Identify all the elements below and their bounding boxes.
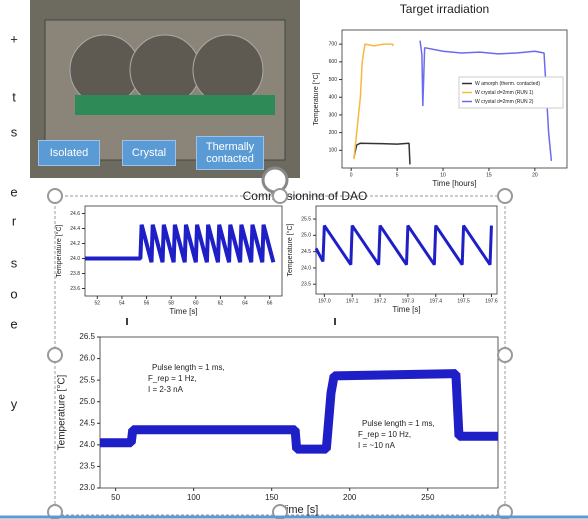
x-tick-label: 5 [396, 172, 399, 178]
side-text: o [10, 286, 17, 301]
y-tick-label: 100 [329, 148, 338, 154]
chart-title: Target irradiation [400, 2, 489, 16]
x-tick-label: 197.5 [457, 298, 470, 304]
resize-handle[interactable] [48, 348, 62, 362]
y-tick-label: 300 [329, 112, 338, 118]
x-tick-label: 10 [440, 172, 446, 178]
x-tick-label: 197.3 [402, 298, 415, 304]
photo-connectors [75, 95, 275, 115]
side-text: + [10, 31, 18, 46]
y-tick-label: 23.0 [79, 483, 95, 492]
resize-handle[interactable] [48, 189, 62, 203]
y-tick-label: 200 [329, 130, 338, 136]
side-text: y [11, 396, 18, 411]
x-tick-label: 50 [111, 493, 120, 502]
x-tick-label: 197.0 [318, 298, 331, 304]
annotation: I = 2-3 nA [148, 385, 184, 394]
y-tick-label: 24.0 [301, 265, 311, 271]
y-axis-label: Temperature [°C] [55, 224, 63, 277]
photo-label: Thermally contacted [196, 136, 264, 170]
y-tick-label: 25.5 [79, 375, 95, 384]
x-tick-label: 64 [242, 300, 248, 306]
legend-label: W crystal d=2mm (RUN 2) [475, 99, 534, 105]
x-tick-label: 197.4 [429, 298, 442, 304]
side-text: s [11, 255, 18, 270]
x-tick-label: 52 [95, 300, 101, 306]
y-tick-label: 24.0 [70, 256, 80, 262]
annotation: Pulse length = 1 ms, [152, 363, 225, 372]
y-axis-label: Temperature [°C] [286, 223, 294, 276]
y-tick-label: 24.5 [79, 418, 95, 427]
y-tick-label: 24.6 [70, 211, 80, 217]
y-tick-label: 23.5 [79, 462, 95, 471]
x-axis-label: Time [s] [169, 307, 197, 316]
annotation: I = ~10 nA [358, 441, 396, 450]
slide: Commissioning of DAQ 0510152010020030040… [0, 0, 588, 519]
legend-label: W amorph (therm. contacted) [475, 81, 540, 87]
x-tick-label: 150 [265, 493, 279, 502]
x-tick-label: 56 [144, 300, 150, 306]
side-text: e [10, 316, 17, 331]
y-axis-label: Temperature [°C] [312, 72, 320, 125]
y-tick-label: 24.0 [79, 440, 95, 449]
y-tick-label: 23.6 [70, 286, 80, 292]
x-tick-label: 62 [218, 300, 224, 306]
y-tick-label: 26.5 [79, 332, 95, 341]
photo-port [130, 35, 200, 105]
y-tick-label: 25.0 [79, 397, 95, 406]
y-tick-label: 400 [329, 95, 338, 101]
x-tick-label: 250 [421, 493, 435, 502]
y-tick-label: 500 [329, 77, 338, 83]
x-tick-label: 58 [168, 300, 174, 306]
x-tick-label: 100 [187, 493, 201, 502]
y-tick-label: 24.4 [70, 226, 80, 232]
x-tick-label: 54 [119, 300, 125, 306]
y-tick-label: 700 [329, 41, 338, 47]
annotation: F_rep = 10 Hz, [358, 430, 411, 439]
side-text: e [10, 184, 17, 199]
side-text: s [11, 124, 18, 139]
resize-handle[interactable] [273, 189, 287, 203]
y-tick-label: 23.8 [70, 271, 80, 277]
resize-handle[interactable] [498, 348, 512, 362]
x-tick-label: 200 [343, 493, 357, 502]
x-tick-label: 20 [532, 172, 538, 178]
annotation: F_rep = 1 Hz, [148, 374, 197, 383]
x-tick-label: 197.2 [374, 298, 387, 304]
x-tick-label: 66 [267, 300, 273, 306]
x-tick-label: 197.6 [485, 298, 498, 304]
photo-label: Crystal [122, 140, 176, 166]
x-axis-label: Time [hours] [432, 179, 476, 188]
y-axis-label: Temperature [°C] [57, 374, 68, 450]
x-axis-label: Time [s] [392, 305, 420, 314]
photo-port [193, 35, 263, 105]
y-tick-label: 25.5 [301, 216, 311, 222]
y-tick-label: 24.2 [70, 241, 80, 247]
annotation: Pulse length = 1 ms, [362, 419, 435, 428]
canvas: Commissioning of DAQ 0510152010020030040… [0, 0, 588, 519]
chart-background [57, 325, 503, 513]
x-tick-label: 197.1 [346, 298, 359, 304]
y-tick-label: 25.0 [301, 233, 311, 239]
side-text: r [12, 213, 17, 228]
x-tick-label: 60 [193, 300, 199, 306]
y-tick-label: 23.5 [301, 282, 311, 288]
legend-label: W crystal d=2mm (RUN 1) [475, 90, 534, 96]
side-text: t [12, 89, 16, 104]
x-tick-label: 0 [350, 172, 353, 178]
y-tick-label: 24.5 [301, 249, 311, 255]
y-tick-label: 26.0 [79, 354, 95, 363]
y-tick-label: 600 [329, 59, 338, 65]
photo-label: Isolated [38, 140, 100, 166]
resize-handle[interactable] [498, 189, 512, 203]
x-tick-label: 15 [486, 172, 492, 178]
